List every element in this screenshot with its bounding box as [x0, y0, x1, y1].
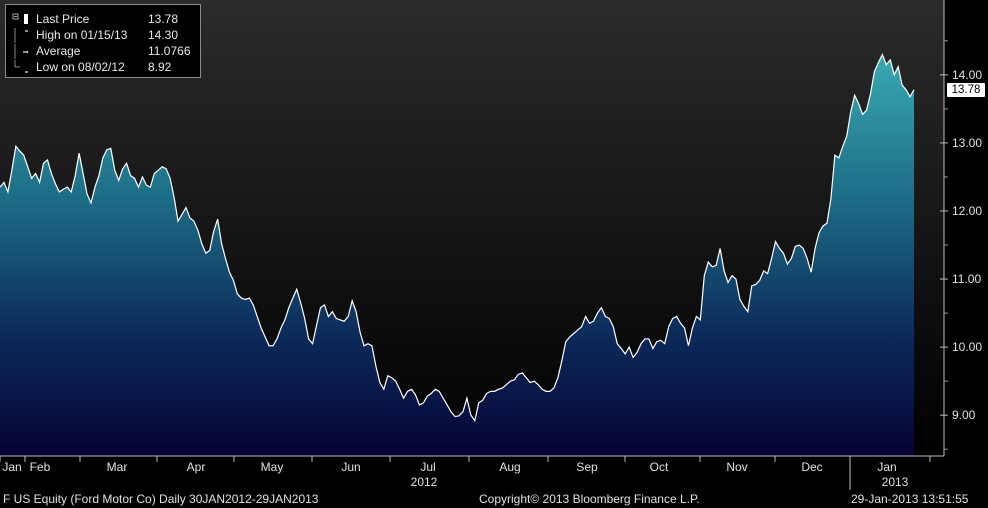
legend-label: High on 01/15/13 [36, 28, 128, 42]
x-tick-label: Sep [576, 460, 598, 474]
x-year-label: 2013 [882, 475, 909, 489]
x-year-label: 2012 [411, 475, 438, 489]
legend-value: 14.30 [148, 28, 179, 42]
legend-label: Last Price [36, 12, 90, 26]
y-tick-label: 9.00 [952, 408, 976, 422]
y-tick-label: 13.00 [952, 136, 982, 150]
x-tick-label: Jun [341, 460, 360, 474]
x-tick-label: Jul [420, 460, 435, 474]
legend-value: 11.0766 [148, 44, 191, 58]
low-marker-icon [14, 60, 28, 73]
legend-label: Low on 08/02/12 [36, 60, 125, 74]
footer-timestamp: 29-Jan-2013 13:51:55 [851, 492, 969, 506]
x-tick-label: Oct [650, 460, 669, 474]
last-price-tag: 13.78 [947, 82, 985, 97]
x-tick-label: Jan [2, 460, 21, 474]
high-marker-icon [14, 28, 28, 43]
x-tick-label: Apr [187, 460, 206, 474]
x-axis-ticks: Jan Feb Mar Apr May Jun Jul Aug Sep Oct Nov Dec Jan2… [0, 456, 931, 490]
price-line [0, 52, 915, 423]
x-tick-label: Nov [726, 460, 747, 474]
legend-label: Average [36, 44, 81, 58]
y-tick-label: 14.00 [952, 68, 982, 82]
average-line-icon [14, 44, 28, 59]
footer-security-info: F US Equity (Ford Motor Co) Daily 30JAN2… [3, 492, 319, 506]
legend-value: 8.92 [148, 60, 172, 74]
x-tick-label: Aug [499, 460, 520, 474]
line-layer [0, 52, 915, 423]
y-tick-label: 12.00 [952, 204, 982, 218]
square-icon [12, 13, 28, 24]
footer-copyright: Copyright© 2013 Bloomberg Finance L.P. [479, 492, 700, 506]
y-axis-ticks: 9.00 10.00 11.00 12.00 13.00 14.00 [940, 40, 982, 450]
legend-value: 13.78 [148, 12, 179, 26]
x-tick-label: Dec [801, 460, 822, 474]
area-layer [0, 54, 914, 456]
y-tick-label: 10.00 [952, 340, 982, 354]
price-area [0, 54, 914, 456]
x-tick-label: Feb [30, 460, 51, 474]
x-tick-label: Mar [107, 460, 128, 474]
x-tick-label: Jan [877, 460, 896, 474]
y-tick-label: 11.00 [952, 272, 981, 286]
x-tick-label: May [261, 460, 284, 474]
legend-box: Last Price 13.78 High on 01/15/13 14.30 … [5, 4, 201, 78]
